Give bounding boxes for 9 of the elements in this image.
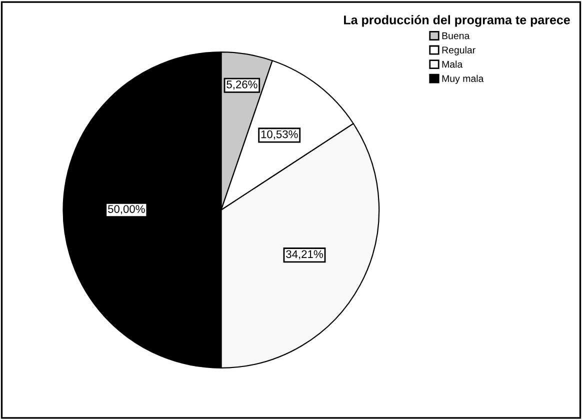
data-label: 50,00% bbox=[108, 205, 145, 214]
data-label: 5,26% bbox=[226, 80, 258, 90]
legend-label: Buena bbox=[442, 32, 470, 40]
legend-title: La producción del programa te parece bbox=[344, 15, 570, 27]
legend-label: Muy mala bbox=[442, 74, 484, 84]
data-label: 34,21% bbox=[286, 250, 323, 260]
data-label: 10,53% bbox=[261, 130, 298, 140]
legend-label: Mala bbox=[442, 60, 463, 68]
legend-label: Regular bbox=[442, 46, 476, 56]
